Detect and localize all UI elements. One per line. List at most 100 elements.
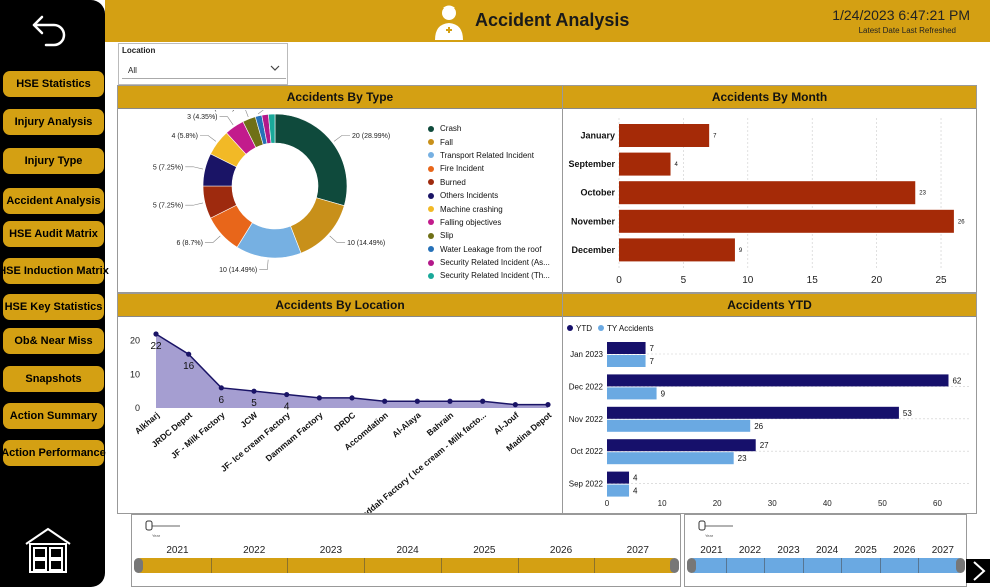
timeline-year[interactable]: 2026 bbox=[549, 545, 573, 556]
legend-swatch bbox=[428, 232, 434, 239]
nav-snapshots[interactable]: Snapshots bbox=[3, 366, 104, 392]
legend-label: Others Incidents bbox=[440, 191, 499, 201]
data-point bbox=[251, 388, 257, 394]
timeline-year[interactable]: 2027 bbox=[626, 545, 649, 556]
data-point bbox=[186, 351, 192, 357]
panel-accidents-by-month: Accidents By Month 0 5 10 15 20 25 January 7 Sep… bbox=[562, 85, 977, 293]
legend-swatch bbox=[428, 219, 434, 226]
slice-label: 6 (8.7%) bbox=[176, 240, 202, 247]
nav-hse-statistics[interactable]: HSE Statistics bbox=[3, 71, 104, 97]
nav-action-performance[interactable]: Action Performance bbox=[1, 440, 106, 466]
nav-injury-analysis[interactable]: Injury Analysis bbox=[3, 109, 104, 135]
data-label: 6 bbox=[219, 395, 225, 406]
timeline-year[interactable]: 2023 bbox=[777, 545, 800, 556]
data-label: 4 bbox=[633, 487, 638, 496]
panel-accidents-by-type: Accidents By Type 20 (28.99%) 10 (14.49%)… bbox=[117, 85, 563, 293]
data-point bbox=[382, 398, 388, 404]
x-tick-label: Alkharj bbox=[133, 410, 162, 436]
timeline-year[interactable]: 2023 bbox=[319, 545, 343, 556]
slice-leader-line bbox=[185, 166, 204, 170]
legend-swatch bbox=[428, 206, 434, 213]
y-tick-label: January bbox=[580, 131, 615, 141]
legend-item: Security Related Incident (Th... bbox=[428, 269, 550, 282]
y-tick-label: 20 bbox=[130, 336, 140, 346]
timeline-year[interactable]: 2027 bbox=[931, 545, 954, 556]
slice-leader-line bbox=[329, 235, 346, 243]
x-tick-label: 20 bbox=[871, 275, 883, 286]
legend-item: Burned bbox=[428, 176, 550, 189]
y-tick-label: 0 bbox=[135, 403, 140, 413]
donut-slice bbox=[268, 113, 276, 144]
timeline-year[interactable]: 2025 bbox=[854, 545, 877, 556]
timeline-year[interactable]: 2026 bbox=[893, 545, 916, 556]
timeline-year[interactable]: 2021 bbox=[166, 545, 189, 556]
data-point bbox=[349, 395, 355, 401]
data-label: 9 bbox=[739, 248, 743, 254]
legend-ytd: YTD bbox=[567, 324, 592, 333]
legend-swatch bbox=[428, 179, 434, 186]
timeline-handle-end[interactable] bbox=[956, 558, 965, 573]
timeline-year[interactable]: 2025 bbox=[473, 545, 496, 556]
bar-ytd bbox=[607, 342, 646, 354]
data-point bbox=[218, 385, 224, 391]
nav-accident-analysis[interactable]: Accident Analysis bbox=[3, 188, 104, 214]
ytd-bar-chart: 0 10 20 30 40 50 60 Jan 2023 7 7 Dec 2022 62 9 Nov 20… bbox=[569, 342, 971, 508]
timeline-year[interactable]: 2022 bbox=[738, 545, 762, 556]
timeline-bar-left[interactable] bbox=[134, 558, 679, 573]
slice-leader-line bbox=[204, 235, 221, 243]
slice-leader-line bbox=[333, 135, 351, 142]
panel-title-by-location: Accidents By Location bbox=[118, 294, 562, 317]
timeline-year[interactable]: 2024 bbox=[816, 545, 839, 556]
x-tick-label: Dammam Factory bbox=[264, 410, 325, 464]
panel-title-by-month: Accidents By Month bbox=[563, 86, 976, 109]
timeline-handle-start[interactable] bbox=[134, 558, 143, 573]
legend-item: Slip bbox=[428, 229, 550, 242]
bar-ty bbox=[607, 419, 751, 432]
year-timeline-right: Year 2021 2022 2023 2024 2025 2026 2027 bbox=[684, 514, 967, 587]
nav-action-summary[interactable]: Action Summary bbox=[3, 403, 104, 429]
data-point bbox=[545, 402, 551, 408]
back-arrow-icon[interactable] bbox=[28, 8, 70, 50]
nav-ob-near-miss[interactable]: Ob& Near Miss bbox=[3, 328, 104, 354]
timeline-year[interactable]: 2024 bbox=[396, 545, 419, 556]
panel-title-by-type: Accidents By Type bbox=[118, 86, 562, 109]
nav-hse-key-statistics[interactable]: HSE Key Statistics bbox=[3, 294, 104, 320]
bar-ty bbox=[607, 484, 630, 497]
slice-label: 2 (2.9%) bbox=[208, 110, 234, 112]
legend-ytd-label: YTD bbox=[576, 324, 592, 333]
timeline-divider bbox=[725, 558, 727, 573]
legend-swatch bbox=[428, 272, 434, 279]
location-dropdown[interactable]: All bbox=[122, 61, 286, 79]
x-tick-label: 0 bbox=[616, 275, 622, 286]
timeline-handle-end[interactable] bbox=[670, 558, 679, 573]
slice-label: 10 (14.49%) bbox=[347, 240, 385, 247]
bar-ty bbox=[607, 355, 646, 367]
timeline-divider bbox=[879, 558, 881, 573]
data-point bbox=[316, 395, 322, 401]
x-tick-label: DRDC bbox=[332, 410, 357, 433]
nav-hse-audit-matrix[interactable]: HSE Audit Matrix bbox=[3, 221, 104, 247]
timeline-handle-start[interactable] bbox=[687, 558, 696, 573]
x-tick-label: 30 bbox=[768, 499, 777, 508]
nav-hse-induction-matrix[interactable]: HSE Induction Matrix bbox=[0, 258, 109, 284]
x-tick-label: JCW bbox=[238, 409, 260, 429]
donut-slice bbox=[274, 113, 348, 207]
donut-chart: 20 (28.99%) 10 (14.49%) 10 (14.49%) 6 (8.7%… bbox=[153, 110, 390, 274]
timeline-next-icon[interactable] bbox=[966, 559, 990, 583]
legend-swatch bbox=[428, 246, 434, 253]
timeline-prev-icon[interactable] bbox=[106, 559, 130, 583]
timeline-year[interactable]: 2021 bbox=[700, 545, 723, 556]
refresh-datetime: 1/24/2023 6:47:21 PM bbox=[832, 7, 970, 23]
legend-item: Fire Incident bbox=[428, 162, 550, 175]
nav-injury-type[interactable]: Injury Type bbox=[3, 148, 104, 174]
timeline-bar-right[interactable] bbox=[687, 558, 965, 573]
data-label: 53 bbox=[903, 409, 912, 418]
x-tick-label: Al-Alaya bbox=[390, 410, 423, 440]
legend-item: Fall bbox=[428, 135, 550, 148]
timeline-year[interactable]: 2022 bbox=[243, 545, 266, 556]
timeline-slider-icon: Year bbox=[144, 519, 184, 544]
legend-label: Machine crashing bbox=[440, 204, 503, 214]
home-icon[interactable] bbox=[22, 526, 74, 574]
bar-ytd bbox=[607, 439, 756, 452]
